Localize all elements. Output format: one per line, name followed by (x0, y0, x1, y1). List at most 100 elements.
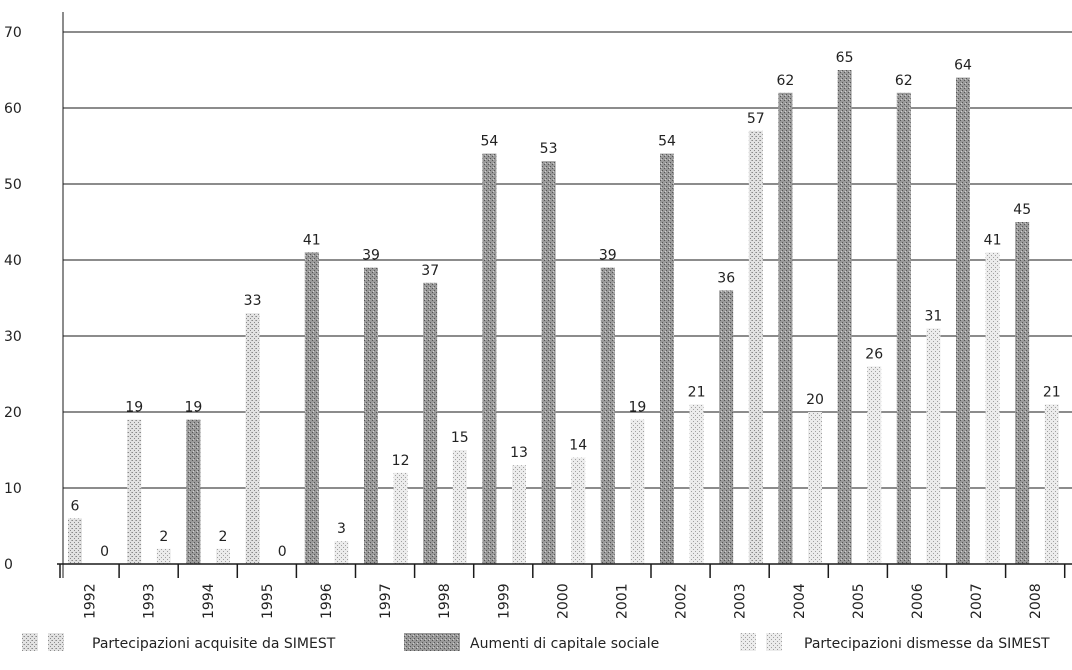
x-tick-label-1992: 1992 (83, 583, 99, 619)
bar-dismesse-1993 (156, 548, 171, 564)
data-label: 3 (337, 521, 346, 537)
data-label: 36 (717, 270, 735, 286)
y-tick-label: 0 (4, 557, 13, 573)
bar-aumenti-1998 (423, 282, 438, 564)
y-tick-label: 50 (4, 177, 22, 193)
bar-dismesse-1996 (334, 541, 349, 564)
data-label: 19 (184, 400, 202, 416)
x-tick-label-1997: 1997 (378, 583, 394, 619)
x-tick-label-2001: 2001 (614, 583, 630, 619)
bar-aumenti-2007 (956, 77, 970, 564)
y-tick-label: 20 (4, 405, 22, 421)
legend-swatch-acquisite (48, 633, 64, 651)
data-label: 31 (924, 308, 942, 324)
x-tick-label-2003: 2003 (733, 583, 749, 619)
bar-dismesse-1999 (512, 465, 526, 564)
data-label: 6 (71, 498, 80, 514)
data-label: 41 (303, 232, 321, 248)
data-label: 65 (836, 50, 854, 66)
data-label: 39 (362, 248, 380, 264)
bar-dismesse-2000 (571, 457, 586, 564)
bar-dismesse-1998 (452, 450, 467, 564)
legend-swatch-aumenti (404, 633, 460, 651)
bar-aumenti-2004 (778, 92, 793, 565)
x-tick-label-2007: 2007 (969, 583, 985, 619)
bar-aumenti-1994 (186, 419, 201, 564)
x-tick-label-1999: 1999 (496, 583, 512, 619)
bar-acquisite-1995 (245, 313, 260, 564)
x-tick-label-2008: 2008 (1028, 583, 1044, 619)
legend-label-aumenti: Aumenti di capitale sociale (470, 636, 659, 652)
grid-lines (63, 31, 1072, 489)
x-tick-label-1993: 1993 (142, 583, 158, 619)
data-label: 64 (954, 58, 972, 74)
x-tick-label-1994: 1994 (201, 583, 217, 619)
legend-swatch-dismesse (766, 633, 782, 651)
bar-aumenti-1996 (304, 252, 319, 564)
bar-aumenti-2002 (660, 153, 674, 564)
bar-dismesse-2001 (630, 419, 645, 564)
bar-aumenti-2006 (896, 92, 911, 565)
y-tick-label: 30 (4, 329, 22, 345)
data-label: 62 (895, 73, 913, 89)
data-label: 57 (747, 111, 765, 127)
legend-swatch-dismesse (740, 633, 756, 651)
data-label: 19 (628, 400, 646, 416)
y-tick-label: 40 (4, 253, 22, 269)
data-label: 13 (510, 445, 528, 461)
data-label: 39 (599, 248, 617, 264)
y-tick-label: 60 (4, 101, 22, 117)
x-tick-label-1995: 1995 (260, 583, 276, 619)
bar-dismesse-2005 (867, 366, 882, 564)
x-tick-label-1996: 1996 (319, 583, 335, 619)
data-label: 19 (125, 400, 143, 416)
legend-label-dismesse: Partecipazioni dismesse da SIMEST (804, 636, 1050, 652)
data-label: 2 (159, 529, 168, 545)
x-tick-label-2004: 2004 (792, 583, 808, 619)
x-tick-label-1998: 1998 (437, 583, 453, 619)
data-labels: 6 0 19 2 19 2 33 0 41 3 39 12 37 15 54 13 53 14 39 19 54 21 36… (71, 50, 1061, 560)
x-tick-label-2000: 2000 (555, 583, 571, 619)
data-label: 37 (421, 263, 439, 279)
bars (68, 70, 1059, 565)
legend-label-acquisite: Partecipazioni acquisite da SIMEST (92, 636, 336, 652)
y-tick-label: 70 (4, 25, 22, 41)
data-label: 0 (278, 544, 287, 560)
x-tick-label-2005: 2005 (851, 583, 867, 619)
data-label: 21 (688, 384, 706, 400)
bar-aumenti-2005 (837, 70, 852, 564)
data-label: 33 (244, 293, 262, 309)
legend: Partecipazioni acquisite da SIMEST Aument… (22, 633, 1050, 652)
bar-dismesse-2004 (808, 412, 822, 564)
y-tick-label: 10 (4, 481, 22, 497)
bar-dismesse-2008 (1044, 404, 1059, 564)
bar-acquisite-1993 (127, 419, 142, 564)
x-tick-label-2006: 2006 (910, 583, 926, 619)
data-label: 53 (540, 141, 558, 157)
bar-dismesse-2006 (926, 328, 941, 564)
data-label: 62 (776, 73, 794, 89)
data-label: 45 (1013, 202, 1031, 218)
x-tick-label-2002: 2002 (674, 583, 690, 619)
data-label: 15 (451, 430, 469, 446)
bar-dismesse-2002 (689, 404, 704, 564)
data-label: 12 (392, 453, 410, 469)
bar-aumenti-1997 (364, 267, 378, 564)
data-label: 41 (984, 232, 1002, 248)
data-label: 21 (1043, 384, 1061, 400)
bar-dismesse-1994 (216, 548, 230, 564)
data-label: 54 (480, 134, 498, 150)
bar-acquisite-2003 (748, 130, 763, 565)
bar-acquisite-1992 (68, 518, 82, 564)
bar-aumenti-2000 (541, 161, 556, 564)
bar-aumenti-2001 (600, 267, 615, 564)
data-label: 2 (219, 529, 228, 545)
bar-aumenti-1999 (482, 153, 497, 564)
data-label: 14 (569, 438, 587, 454)
data-label: 20 (806, 392, 824, 408)
data-label: 0 (100, 544, 109, 560)
bar-aumenti-2003 (719, 290, 734, 564)
data-label: 54 (658, 134, 676, 150)
